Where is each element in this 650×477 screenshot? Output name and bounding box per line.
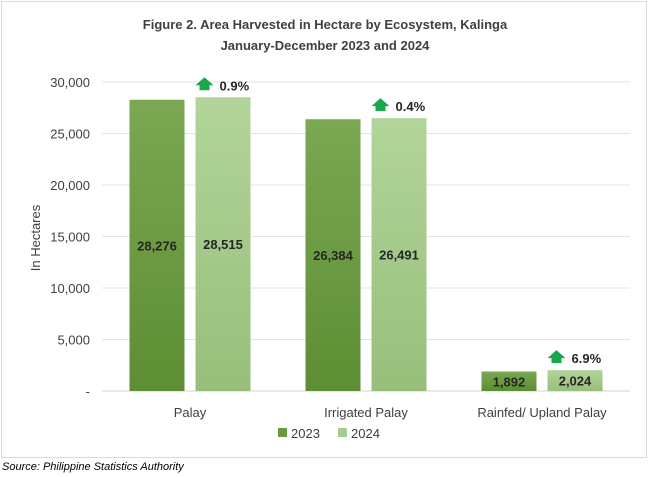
growth-percent-label: 0.4% [396,99,426,114]
y-tick-label: 15,000 [50,230,90,245]
legend-swatch-2023 [278,428,287,437]
x-tick-label: Rainfed/ Upland Palay [477,405,607,420]
x-tick-label: Irrigated Palay [324,405,408,420]
bar-2024-1 [371,118,427,391]
y-tick-label: 5,000 [57,333,90,348]
grid-layer [102,81,630,392]
chart-title: Figure 2. Area Harvested in Hectare by E… [143,17,508,32]
y-tick-label: 30,000 [50,75,90,90]
growth-percent-label: 0.9% [220,78,250,93]
x-tick-label: Palay [174,405,207,420]
growth-up-arrow-icon [371,98,390,112]
data-label: 28,276 [137,238,177,253]
legend-swatch-2024 [338,428,347,437]
legend-label: 2023 [291,426,320,441]
data-label: 26,384 [313,248,354,263]
data-label: 1,892 [493,374,526,389]
y-tick-label: 20,000 [50,178,90,193]
bar-2023-1 [305,119,361,391]
growth-percent-label: 6.9% [572,351,602,366]
chart-frame: Figure 2. Area Harvested in Hectare by E… [1,1,647,458]
bar-2024-2 [547,370,603,391]
legend: 2023 2024 [278,426,380,441]
bar-layer: 28,276 28,515 0.9% 26,384 26,491 0.4% 1,892 2,0… [129,77,603,391]
bar-2023-0 [129,99,185,391]
y-tick-label: - [86,384,90,399]
data-label: 28,515 [203,237,243,252]
x-tick-labels: Palay Irrigated Palay Rainfed/ Upland Pala… [174,405,607,420]
y-tick-label: 10,000 [50,281,90,296]
bar-2024-0 [195,97,251,391]
chart-subtitle: January-December 2023 and 2024 [221,38,431,53]
y-axis-label: In Hectares [28,204,43,271]
data-label: 2,024 [559,374,592,389]
bar-chart: Figure 2. Area Harvested in Hectare by E… [28,17,630,441]
y-tick-labels: - 5,000 10,000 15,000 20,000 25,000 30,000 [50,75,90,399]
legend-label: 2024 [351,426,380,441]
source-note: Source: Philippine Statistics Authority [2,461,184,473]
bar-2023-2 [481,371,537,391]
growth-up-arrow-icon [195,77,214,91]
y-tick-label: 25,000 [50,127,90,142]
data-label: 26,491 [379,248,419,263]
growth-up-arrow-icon [547,350,566,364]
